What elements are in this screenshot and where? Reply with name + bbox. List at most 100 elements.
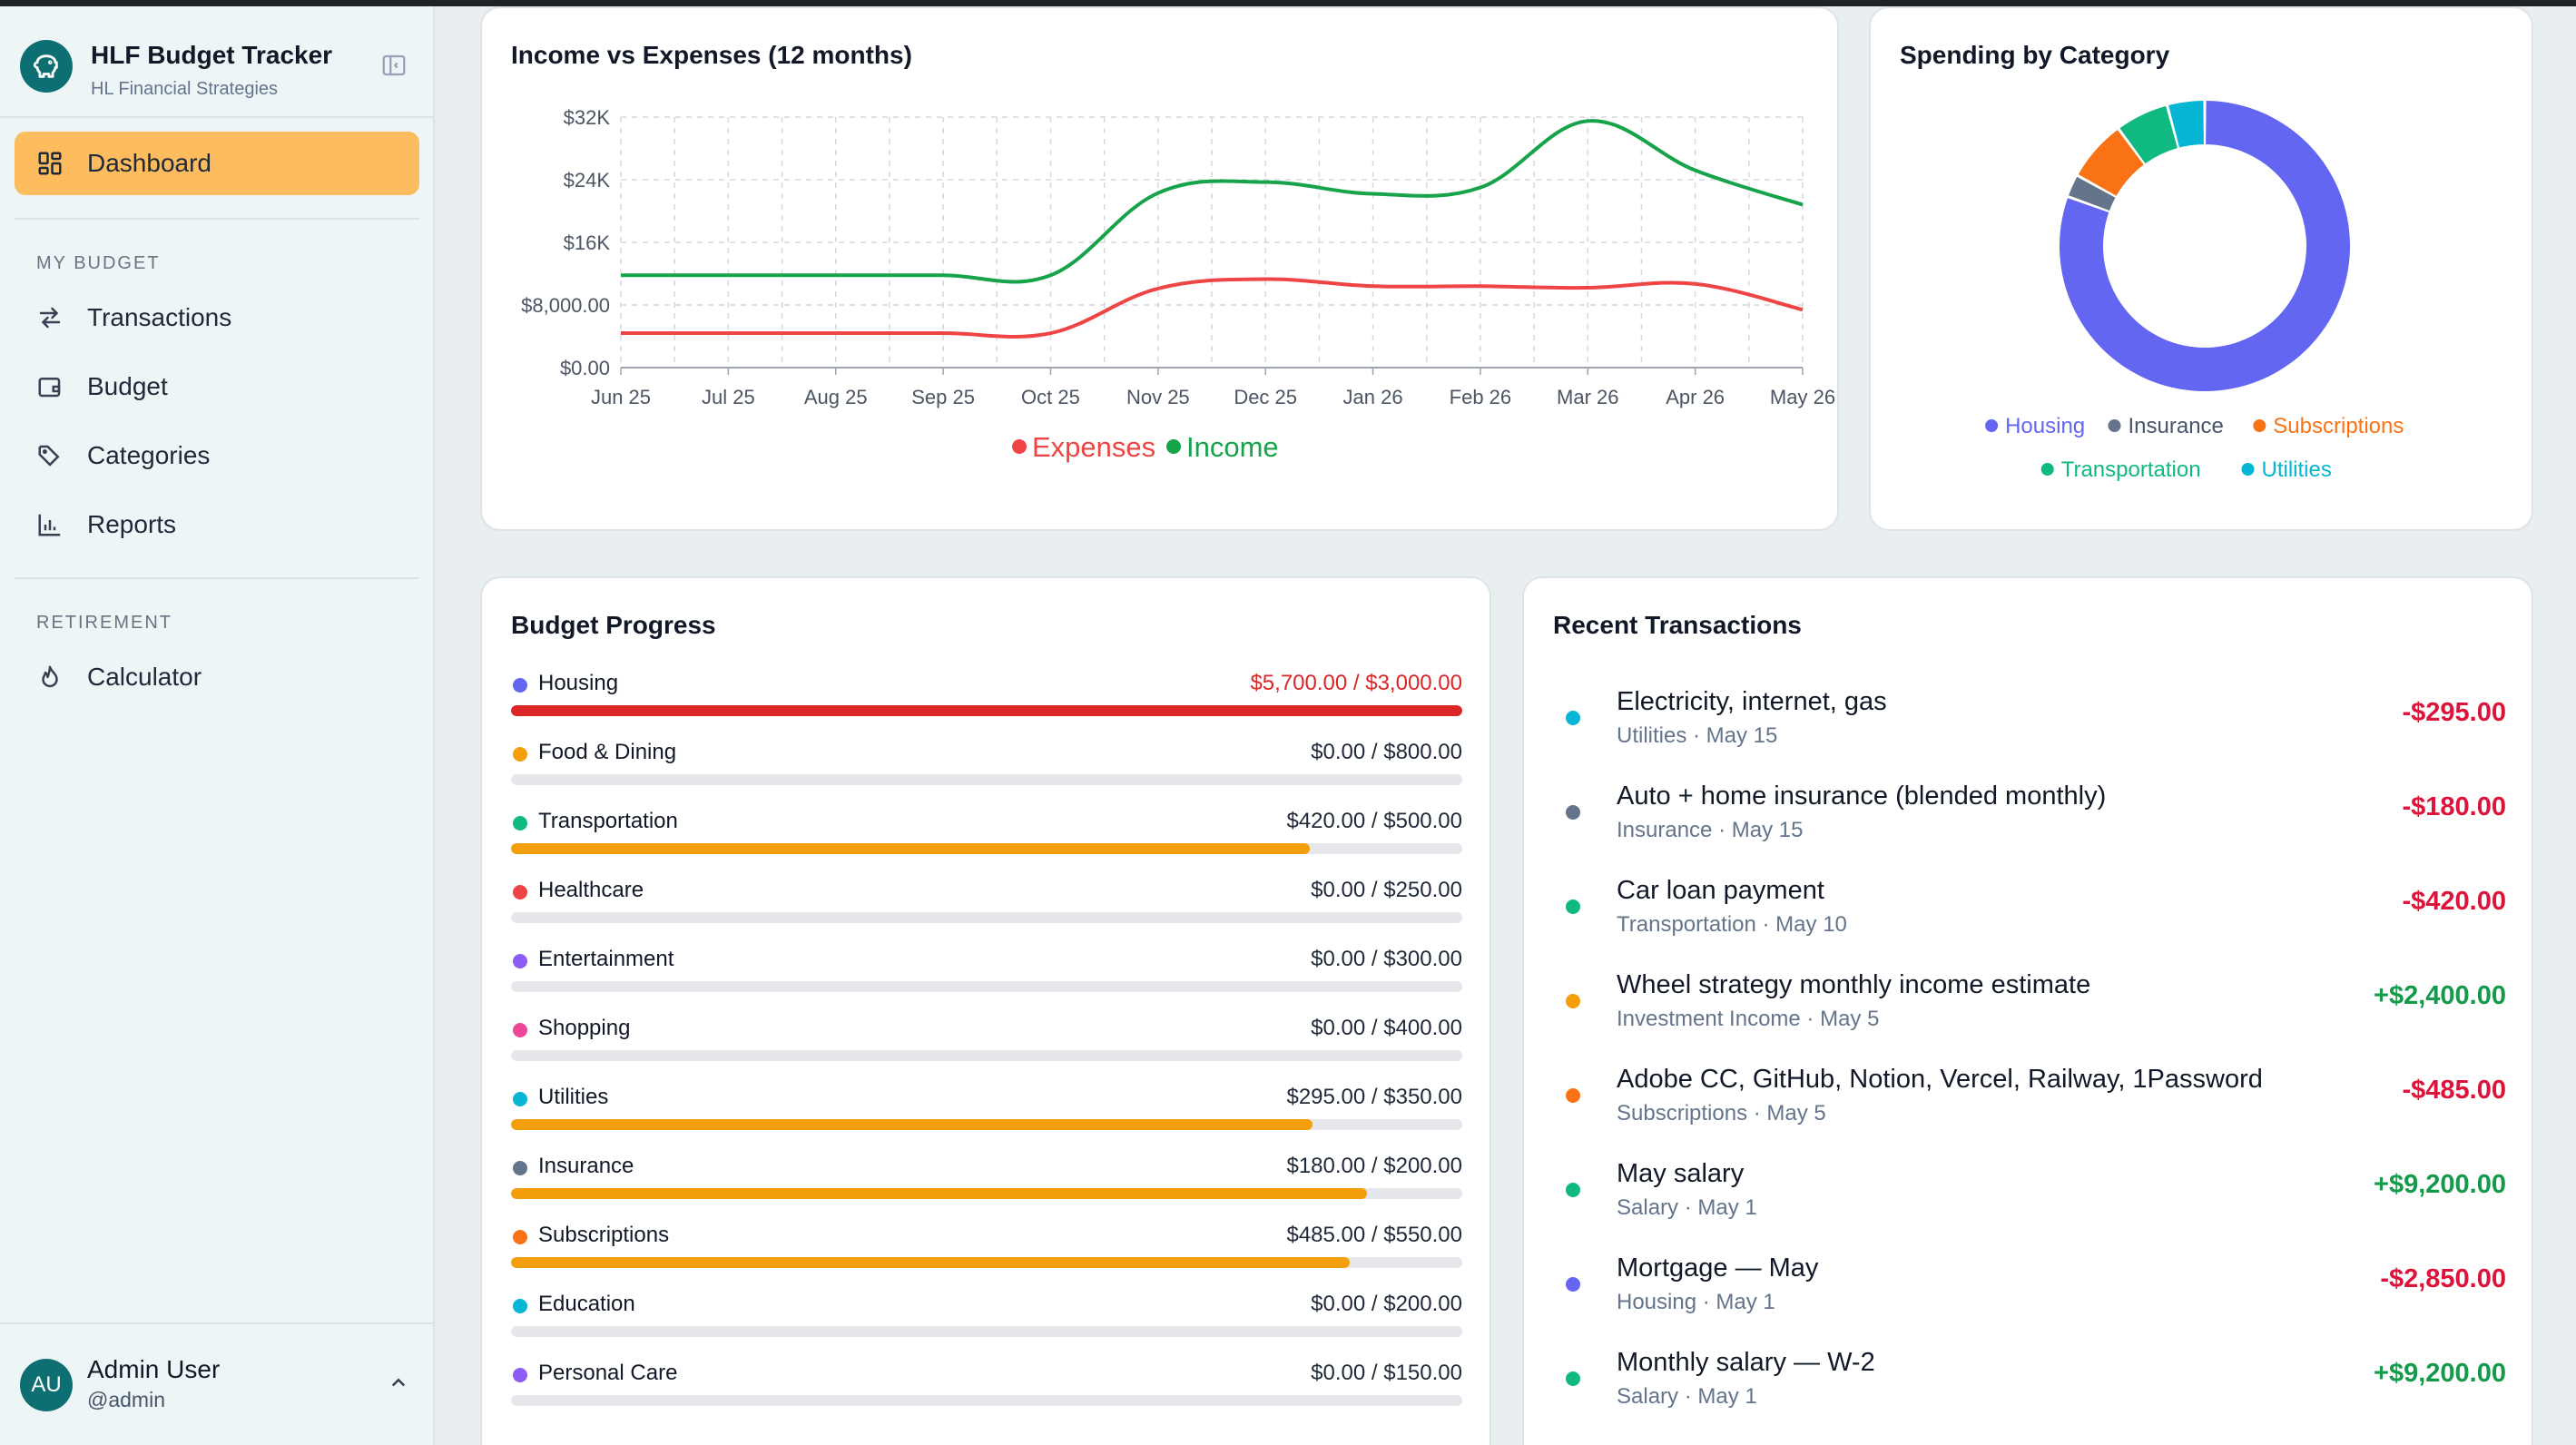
sidebar-item-reports[interactable]: Reports: [15, 493, 419, 556]
x-tick-label: Jan 26: [1343, 386, 1403, 408]
transaction-meta: Insurance · May 15: [1617, 818, 1804, 842]
budget-amount: $0.00 / $250.00: [1311, 878, 1462, 902]
sidebar-item-budget[interactable]: Budget: [15, 355, 419, 418]
sidebar-item-dashboard[interactable]: Dashboard: [15, 132, 419, 195]
transaction-amount: +$9,200.00: [2374, 1359, 2506, 1388]
transaction-amount: -$295.00: [2402, 698, 2507, 727]
progress-track: [511, 1257, 1462, 1268]
progress-track: [511, 912, 1462, 923]
category-dot: [513, 1023, 527, 1037]
legend-label: Transportation: [2061, 457, 2201, 482]
user-name: Admin User: [87, 1355, 221, 1383]
transaction-description: Mortgage — May: [1617, 1253, 1819, 1283]
avatar: AU: [20, 1359, 73, 1411]
transaction-row[interactable]: Electricity, internet, gas Utilities · Ma…: [1553, 687, 2506, 781]
transaction-meta: Investment Income · May 5: [1617, 1007, 1880, 1031]
chevron-up-icon[interactable]: [385, 1370, 412, 1397]
legend-dot: [1985, 419, 1999, 432]
budget-row: Personal Care $0.00 / $150.00: [511, 1359, 1462, 1428]
x-tick-label: Jul 25: [702, 386, 755, 408]
category-dot: [1566, 805, 1580, 820]
budget-amount: $0.00 / $150.00: [1311, 1361, 1462, 1385]
x-tick-label: Mar 26: [1557, 386, 1618, 408]
transaction-description: Monthly salary — W-2: [1617, 1348, 1875, 1377]
transaction-meta: Housing · May 1: [1617, 1290, 1775, 1314]
transaction-row[interactable]: May salary Salary · May 1 +$9,200.00: [1553, 1159, 2506, 1253]
category-dot: [513, 1299, 527, 1313]
transaction-row[interactable]: Car loan payment Transportation · May 10 -…: [1553, 876, 2506, 970]
x-tick-label: Oct 25: [1021, 386, 1080, 408]
divider: [15, 218, 419, 220]
transaction-row[interactable]: Wheel strategy monthly income estimate In…: [1553, 970, 2506, 1065]
transaction-amount: -$485.00: [2402, 1076, 2507, 1105]
transaction-meta: Utilities · May 15: [1617, 723, 1778, 748]
section-label-retirement: RETIREMENT: [36, 613, 172, 633]
budget-row: Shopping $0.00 / $400.00: [511, 1014, 1462, 1083]
transaction-row[interactable]: Auto + home insurance (blended monthly) I…: [1553, 781, 2506, 876]
spending-donut-chart: Housing Insurance Subscriptions Transportat…: [1985, 101, 2404, 482]
sidebar-item-label: Categories: [87, 441, 211, 469]
sidebar-item-calculator[interactable]: Calculator: [15, 645, 419, 709]
category-dot: [513, 1230, 527, 1244]
donut-slice-transportation: [2119, 105, 2178, 164]
sidebar: HLF Budget Tracker HL Financial Strategi…: [0, 6, 435, 1445]
progress-fill: [511, 705, 1462, 716]
budget-category-name: Utilities: [538, 1085, 609, 1109]
legend-label: Insurance: [2129, 414, 2224, 438]
sidebar-item-transactions[interactable]: Transactions: [15, 286, 419, 349]
transaction-meta: Subscriptions · May 5: [1617, 1101, 1826, 1126]
transaction-amount: -$2,850.00: [2380, 1264, 2506, 1293]
budget-amount: $180.00 / $200.00: [1286, 1154, 1462, 1178]
transaction-meta: Transportation · May 10: [1617, 912, 1847, 937]
bar-chart-icon: [34, 509, 65, 540]
budget-amount: $485.00 / $550.00: [1286, 1223, 1462, 1247]
transaction-row[interactable]: Mortgage — May Housing · May 1 -$2,850.00: [1553, 1253, 2506, 1348]
budget-row: Housing $5,700.00 / $3,000.00: [511, 669, 1462, 738]
progress-fill: [511, 1257, 1351, 1268]
transaction-description: Auto + home insurance (blended monthly): [1617, 781, 2107, 811]
x-tick-label: Nov 25: [1126, 386, 1190, 408]
card-title: Income vs Expenses (12 months): [511, 41, 912, 69]
brand[interactable]: HLF Budget Tracker HL Financial Strategi…: [20, 35, 419, 108]
budget-category-name: Shopping: [538, 1016, 631, 1040]
transaction-row[interactable]: Adobe CC, GitHub, Notion, Vercel, Railwa…: [1553, 1065, 2506, 1159]
x-tick-label: May 26: [1770, 386, 1835, 408]
budget-category-name: Housing: [538, 671, 619, 695]
card-title: Recent Transactions: [1553, 611, 1802, 639]
budget-category-name: Insurance: [538, 1154, 634, 1178]
category-dot: [513, 747, 527, 762]
legend-label: Income: [1186, 431, 1279, 463]
budget-category-name: Personal Care: [538, 1361, 678, 1385]
budget-row: Entertainment $0.00 / $300.00: [511, 945, 1462, 1014]
arrows-swap-icon: [34, 302, 65, 333]
y-tick-label: $8,000.00: [521, 294, 610, 317]
transaction-description: May salary: [1617, 1159, 1745, 1188]
legend-dot: [2253, 419, 2266, 432]
sidebar-item-label: Transactions: [87, 303, 232, 331]
sidebar-item-categories[interactable]: Categories: [15, 424, 419, 487]
legend-dot: [1012, 439, 1027, 454]
sidebar-collapse-icon[interactable]: [380, 52, 408, 79]
divider: [0, 116, 433, 118]
transaction-amount: -$420.00: [2402, 887, 2507, 916]
category-dot: [1566, 1183, 1580, 1197]
transaction-row[interactable]: Monthly salary — W-2 Salary · May 1 +$9,20…: [1553, 1348, 2506, 1442]
transaction-meta: Salary · May 1: [1617, 1195, 1757, 1220]
x-tick-label: Dec 25: [1234, 386, 1297, 408]
sidebar-item-label: Dashboard: [87, 149, 211, 177]
y-tick-label: $24K: [564, 169, 611, 192]
budget-category-name: Subscriptions: [538, 1223, 670, 1247]
donut-slice-utilities: [2168, 101, 2204, 148]
x-tick-label: Apr 26: [1666, 386, 1725, 408]
legend-label: Utilities: [2262, 457, 2332, 482]
app-title: HLF Budget Tracker: [91, 41, 333, 69]
progress-track: [511, 1326, 1462, 1337]
y-tick-label: $0.00: [560, 357, 610, 379]
category-dot: [1566, 899, 1580, 914]
divider: [15, 577, 419, 579]
window-top-edge: [0, 0, 2576, 6]
series-line-income: [621, 119, 1804, 284]
dashboard-grid-icon: [34, 148, 65, 179]
budget-amount: $295.00 / $350.00: [1286, 1085, 1462, 1109]
user-menu[interactable]: AU Admin User @admin: [0, 1322, 433, 1445]
